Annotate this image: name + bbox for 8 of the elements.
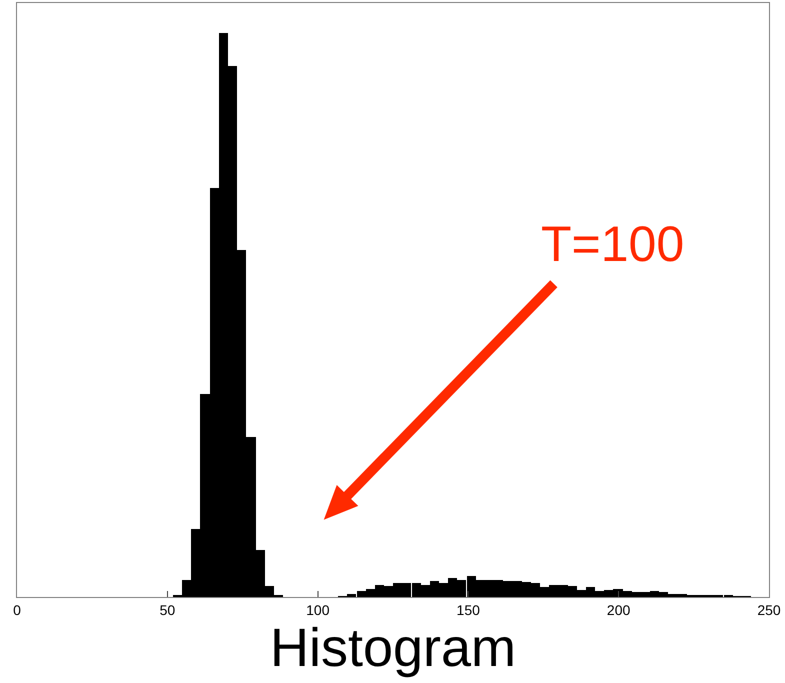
annotation: T=100 — [541, 216, 684, 272]
x-tick-label: 100 — [306, 602, 330, 618]
x-tick-label: 0 — [13, 602, 22, 618]
x-tick-label: 250 — [757, 602, 781, 618]
x-axis-title: Histogram — [270, 618, 516, 678]
x-tick-label: 200 — [606, 602, 630, 618]
x-tick-label: 150 — [456, 602, 480, 618]
x-tick-label: 50 — [160, 602, 176, 618]
